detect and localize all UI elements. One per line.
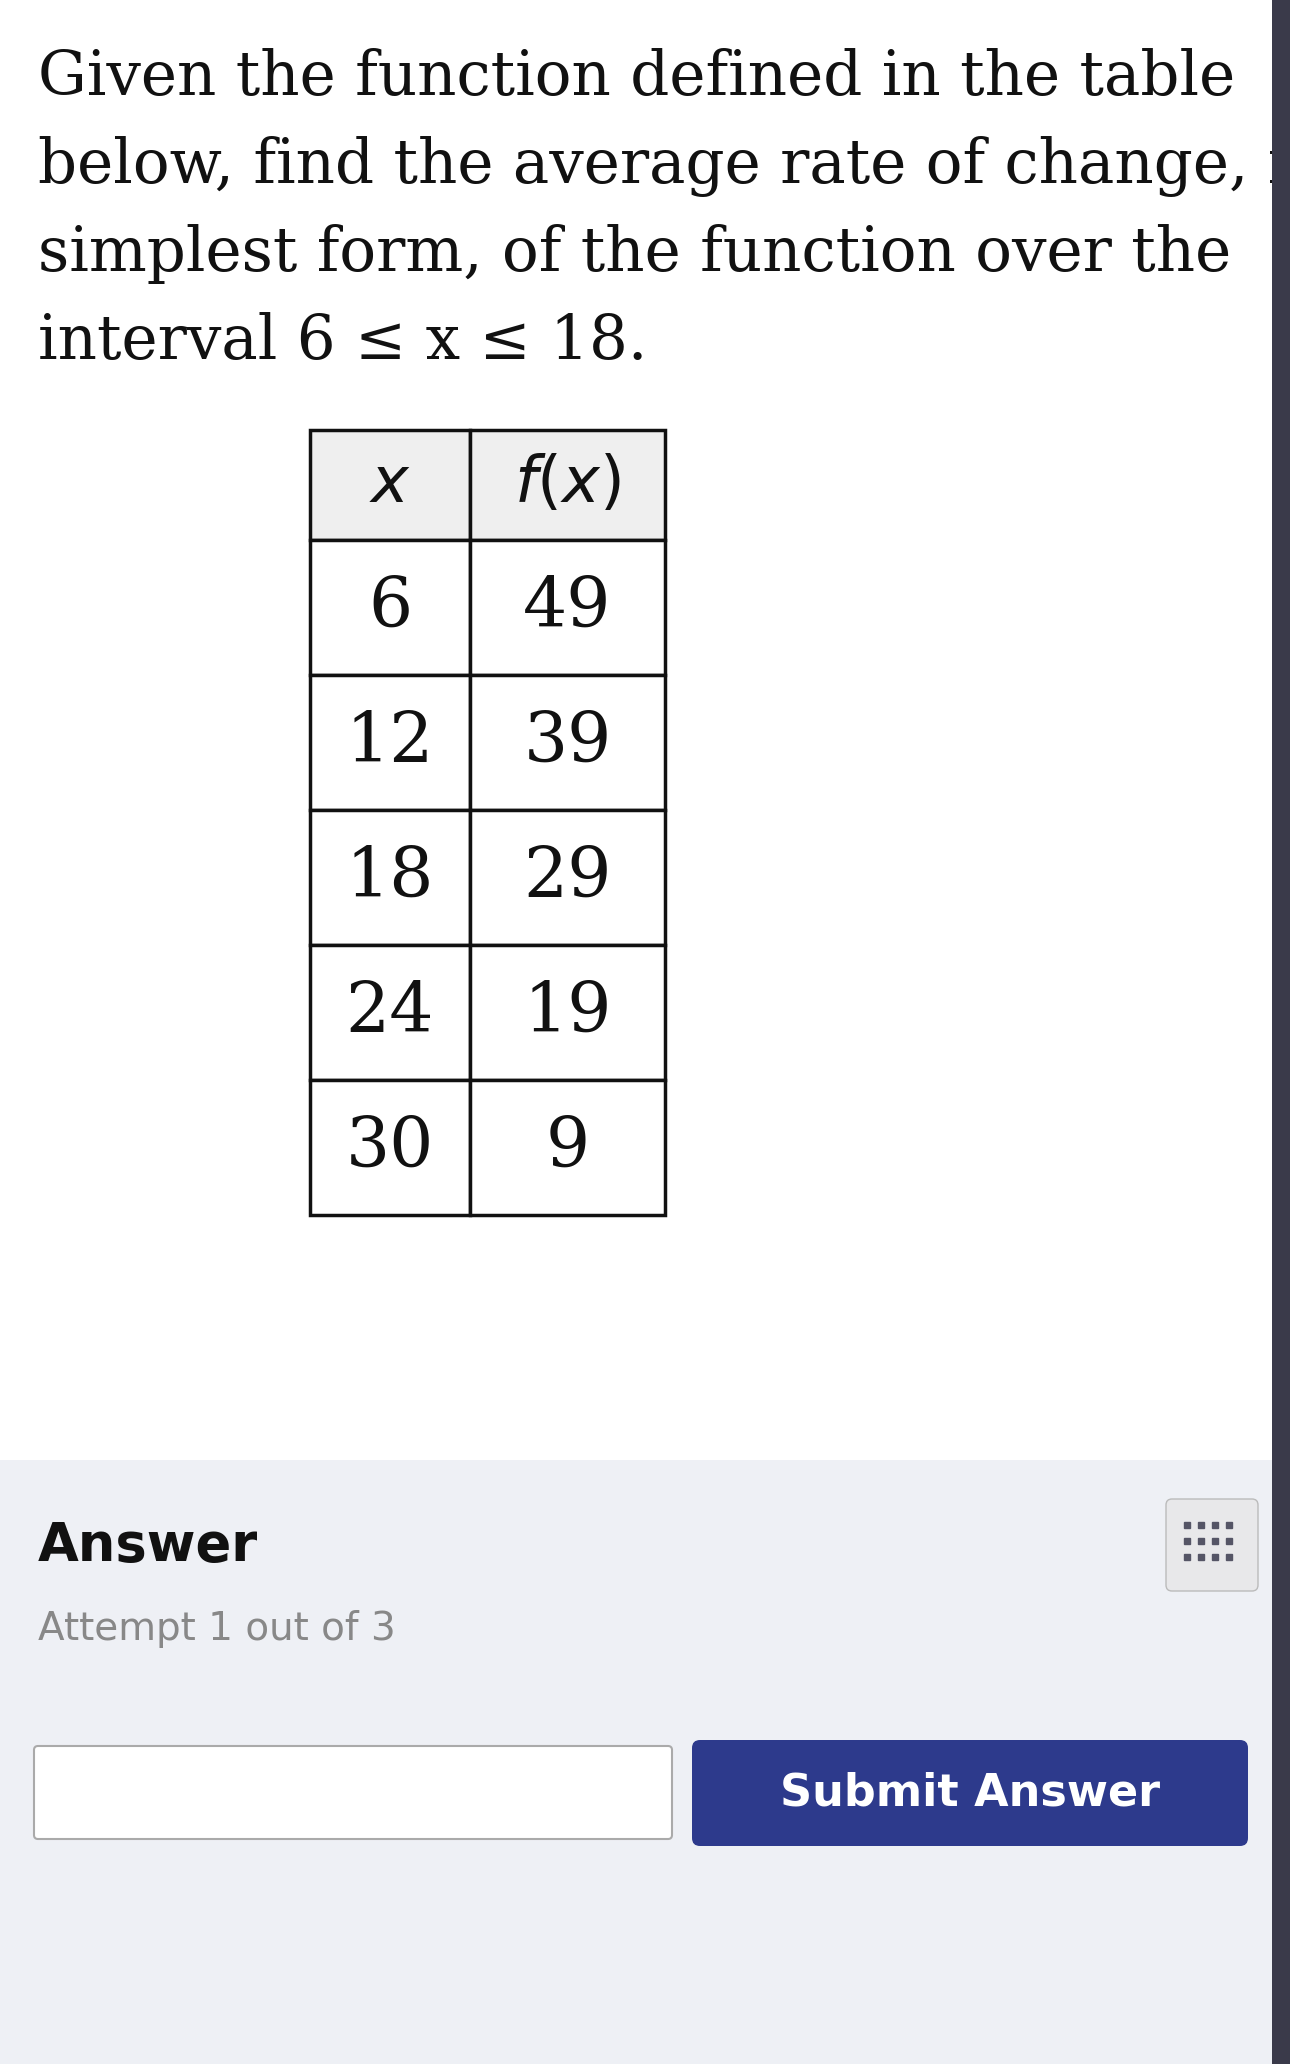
Bar [470,1079,666,1216]
Bar [0,1459,1272,2064]
Bar [310,429,470,541]
Text: 9: 9 [546,1115,590,1181]
Text: Given the function defined in the table: Given the function defined in the table [37,47,1236,107]
Bar [310,809,470,945]
Bar [1272,0,1290,2064]
Text: 19: 19 [524,978,611,1046]
Text: Attempt 1 out of 3: Attempt 1 out of 3 [37,1610,396,1647]
Text: Answer: Answer [37,1519,258,1573]
Bar [310,675,470,809]
Text: interval 6 ≤ x ≤ 18.: interval 6 ≤ x ≤ 18. [37,312,648,372]
Bar [470,429,666,541]
Bar [470,809,666,945]
Text: 30: 30 [346,1115,435,1181]
Text: 39: 39 [524,710,611,776]
Text: $x$: $x$ [369,454,412,516]
Text: simplest form, of the function over the: simplest form, of the function over the [37,225,1231,285]
Text: 12: 12 [346,710,435,776]
Text: 18: 18 [346,844,435,910]
Text: below, find the average rate of change, in: below, find the average rate of change, … [37,136,1290,196]
Bar [310,1079,470,1216]
Text: 24: 24 [346,978,435,1046]
Text: 6: 6 [368,574,412,640]
Text: Submit Answer: Submit Answer [780,1771,1160,1814]
Bar [470,675,666,809]
Bar [470,541,666,675]
FancyBboxPatch shape [34,1746,672,1839]
Bar [310,541,470,675]
Text: $f(x)$: $f(x)$ [515,454,620,516]
FancyBboxPatch shape [1166,1498,1258,1591]
FancyBboxPatch shape [691,1740,1247,1845]
Text: 29: 29 [524,844,611,910]
Bar [310,945,470,1079]
Text: 49: 49 [524,574,611,640]
Bar [470,945,666,1079]
